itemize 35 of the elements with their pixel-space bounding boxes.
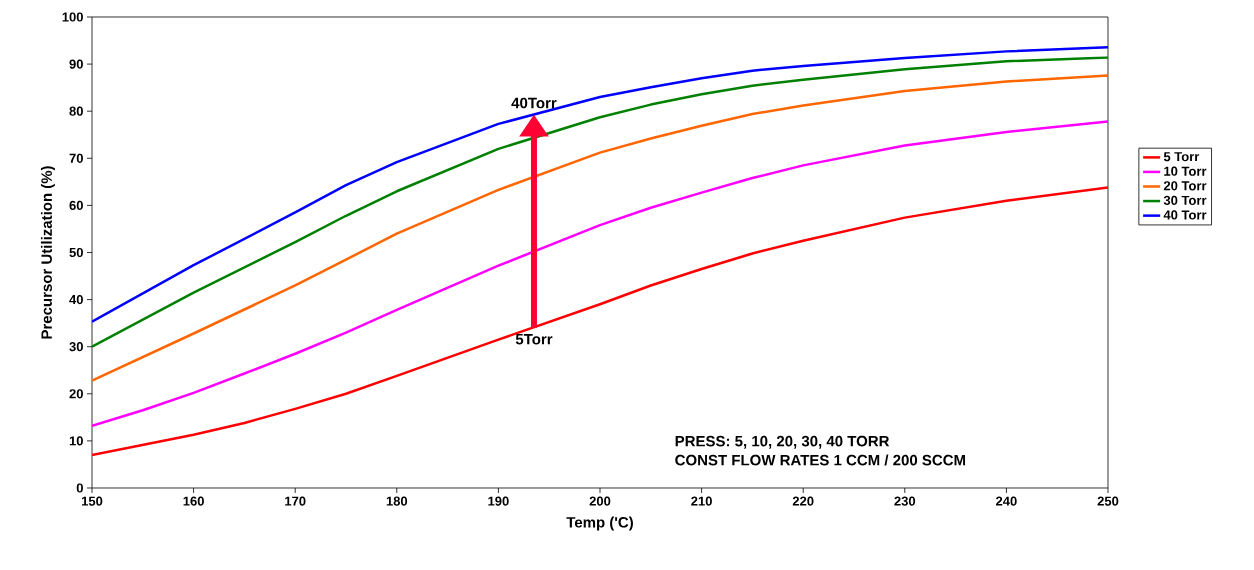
x-tick-label: 230: [894, 496, 916, 506]
x-tick-label: 200: [589, 496, 611, 506]
y-axis-title: Precursor Utilization (%): [40, 166, 55, 339]
annotation: PRESS: 5, 10, 20, 30, 40 TORR: [675, 435, 890, 449]
legend-label: 10 Torr: [1164, 166, 1207, 176]
legend-label: 30 Torr: [1163, 195, 1207, 205]
y-tick-label: 100: [62, 12, 83, 22]
y-tick-label: 80: [69, 106, 83, 116]
y-tick-label: 30: [69, 342, 83, 352]
x-tick-label: 250: [1097, 496, 1119, 506]
line-series: [92, 120, 1108, 428]
x-tick-label: 190: [488, 496, 509, 506]
annotation: CONST FLOW RATES 1 CCM / 200 SCCM: [675, 454, 966, 466]
y-tick-label: 40: [69, 294, 83, 305]
y-tick-label: 60: [69, 200, 83, 210]
x-tick-label: 180: [386, 496, 408, 506]
x-tick-label: 240: [996, 496, 1017, 506]
legend-label: 5 Torr: [1163, 152, 1200, 162]
x-tick-label: 150: [81, 496, 103, 506]
y-tick-label: 90: [69, 59, 83, 69]
y-tick-label: 0: [76, 483, 83, 493]
x-tick-label: 160: [183, 496, 204, 506]
y-tick-label: 20: [69, 389, 83, 399]
x-tick-label: 220: [792, 496, 814, 506]
line-series: [92, 74, 1108, 382]
x-axis-title: Temp ('C): [566, 516, 633, 531]
y-tick-label: 10: [69, 436, 83, 446]
legend-label: 40 Torr: [1163, 210, 1207, 220]
y-tick-label: 70: [69, 153, 83, 163]
x-tick-label: 170: [285, 496, 306, 506]
y-tick-label: 50: [69, 247, 83, 258]
x-tick-label: 210: [691, 496, 712, 506]
annotation: 40Torr: [511, 97, 557, 109]
legend-label: 20 Torr: [1163, 181, 1207, 191]
annotation: 5Torr: [515, 334, 553, 345]
